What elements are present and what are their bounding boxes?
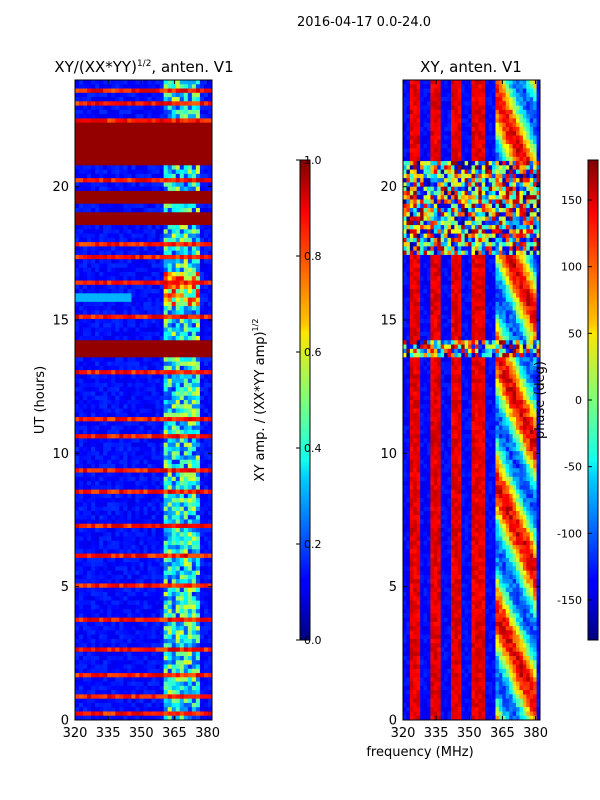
right-xtick-label: 335 <box>424 726 449 741</box>
right-colorbar-label: phase (deg) <box>533 361 548 439</box>
left-plot-frame <box>74 79 213 721</box>
right-colorbar-tick-label: 0 <box>575 394 582 407</box>
left-colorbar-label: XY amp. / (XX*YY amp)1/2 <box>251 319 268 482</box>
left-colorbar-tick-label: 0.8 <box>304 250 322 263</box>
right-colorbar-ticks: -150 -100 -50 0 50 100 150 <box>557 194 592 607</box>
right-colorbar-tick-label: -100 <box>557 527 582 540</box>
right-ytick-label: 20 <box>380 180 397 195</box>
right-colorbar-tick-label: 100 <box>561 261 582 274</box>
left-ytick-label: 20 <box>52 180 69 195</box>
right-ytick-label: 0 <box>389 714 397 729</box>
right-colorbar-tick-label: -150 <box>557 594 582 607</box>
left-colorbar-tick-label: 0.4 <box>304 442 322 455</box>
right-ytick-label: 15 <box>380 314 397 329</box>
right-ytick-label: 5 <box>389 580 397 595</box>
left-ytick-label: 10 <box>52 447 69 462</box>
left-title-exponent: 1/2 <box>137 59 151 69</box>
left-xtick-label: 365 <box>162 726 187 741</box>
right-axes: 320 335 350 365 380 0 5 10 15 20 <box>380 80 548 741</box>
left-panel: XY/(XX*YY)1/2, anten. V1 320 335 350 365 380… <box>33 58 234 741</box>
left-colorbar: 0.0 0.2 0.4 0.6 0.8 1.0 XY amp. / (XX*YY amp)… <box>251 154 322 647</box>
left-colorbar-gradient <box>299 159 311 641</box>
right-panel: XY, anten. V1 320 335 350 365 380 0 5 10 15 20 fr… <box>366 58 548 760</box>
left-heatmap <box>75 80 212 720</box>
left-colorbar-label-main: XY amp. / (XX*YY amp) <box>253 331 268 481</box>
left-ytick-label: 15 <box>52 314 69 329</box>
right-xtick-label: 365 <box>490 726 515 741</box>
left-ytick-label: 0 <box>61 714 69 729</box>
left-title-suffix: , anten. V1 <box>151 58 233 76</box>
right-colorbar-tick-label: 150 <box>561 194 582 207</box>
right-ytick-label: 10 <box>380 447 397 462</box>
left-xtick-label: 335 <box>96 726 121 741</box>
right-colorbar-tick-label: -50 <box>564 461 582 474</box>
left-title-main: XY/(XX*YY) <box>54 58 137 76</box>
figure-suptitle: 2016-04-17 0.0-24.0 <box>297 15 431 30</box>
left-xtick-label: 320 <box>63 726 88 741</box>
shared-xlabel: frequency (MHz) <box>366 745 473 760</box>
right-panel-title: XY, anten. V1 <box>420 58 522 76</box>
left-colorbar-tick-label: 0.0 <box>304 634 322 647</box>
left-xtick-label: 380 <box>195 726 220 741</box>
right-heatmap <box>403 80 540 720</box>
left-ytick-label: 5 <box>61 580 69 595</box>
right-colorbar: -150 -100 -50 0 50 100 150 phase (deg) <box>533 159 599 641</box>
right-xtick-label: 380 <box>523 726 548 741</box>
right-xtick-label: 350 <box>457 726 482 741</box>
right-plot-frame <box>402 79 541 721</box>
left-colorbar-ticks: 0.0 0.2 0.4 0.6 0.8 1.0 <box>296 154 322 647</box>
left-ylabel: UT (hours) <box>33 366 48 434</box>
left-colorbar-tick-label: 1.0 <box>304 154 322 167</box>
right-colorbar-tick-label: 50 <box>568 327 582 340</box>
left-colorbar-label-exponent: 1/2 <box>251 319 260 332</box>
right-xtick-label: 320 <box>391 726 416 741</box>
left-colorbar-tick-label: 0.6 <box>304 346 322 359</box>
left-xtick-label: 350 <box>129 726 154 741</box>
left-axes: 320 335 350 365 380 0 5 10 15 20 <box>52 80 220 741</box>
left-colorbar-tick-label: 0.2 <box>304 538 322 551</box>
left-panel-title: XY/(XX*YY)1/2, anten. V1 <box>54 58 233 76</box>
